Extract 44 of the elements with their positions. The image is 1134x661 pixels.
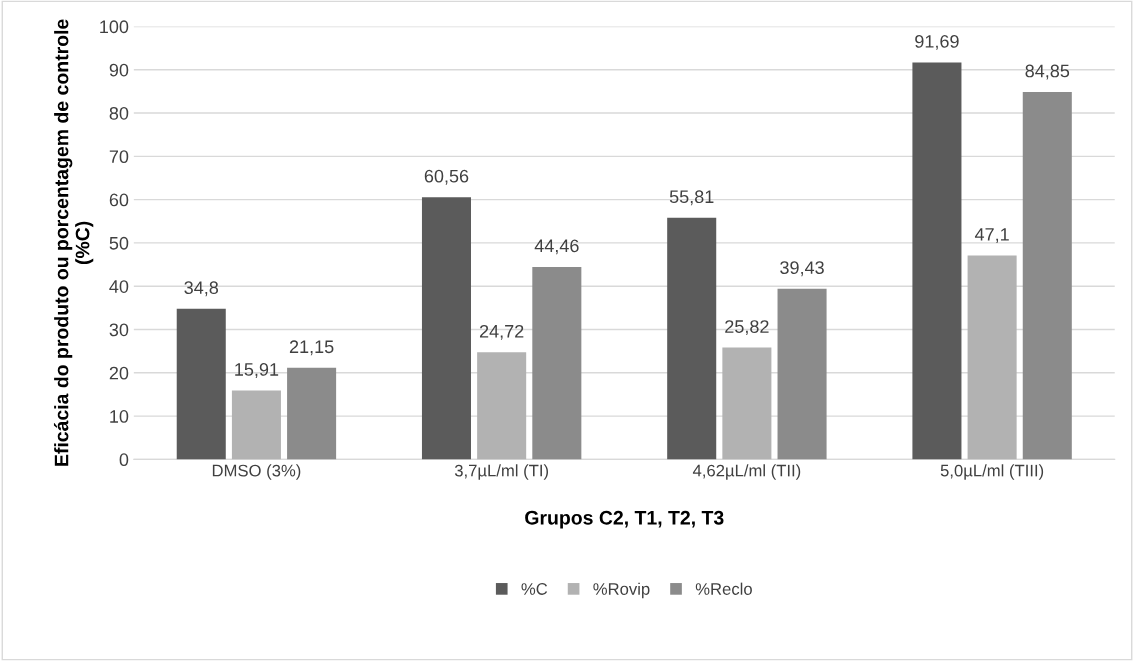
- data-label: 60,56: [424, 169, 469, 185]
- bar: [421, 197, 471, 460]
- bar: [532, 266, 582, 460]
- y-tick-label: 100: [100, 20, 129, 34]
- legend-label: %C: [521, 583, 548, 595]
- legend-label: %Reclo: [695, 582, 752, 595]
- y-tick-label: 60: [109, 193, 129, 207]
- bar: [477, 352, 527, 460]
- data-label: 91,69: [915, 34, 959, 50]
- bar: [231, 390, 281, 460]
- bar: [1022, 92, 1072, 460]
- x-tick-label: 5,0µL/ml (TIII): [940, 464, 1044, 480]
- data-label: 24,72: [479, 324, 524, 340]
- y-tick-label: 0: [119, 453, 129, 467]
- bar: [967, 255, 1017, 460]
- y-tick-label: 70: [109, 150, 129, 164]
- data-label: 47,1: [974, 228, 1009, 243]
- data-label: 25,82: [725, 320, 769, 336]
- bar: [287, 367, 337, 460]
- y-axis-title: Eficácia do produto ou porcentagem de controle (%C): [53, 19, 94, 466]
- data-label: 84,85: [1025, 64, 1070, 80]
- x-tick-label: DMSO (3%): [212, 464, 301, 480]
- y-tick-label: 40: [109, 280, 129, 293]
- y-tick-label: 50: [109, 236, 129, 250]
- y-tick-label: 20: [109, 366, 129, 380]
- legend-label: %Rovip: [593, 582, 650, 599]
- bar: [667, 217, 717, 460]
- y-tick-label: 80: [109, 106, 129, 120]
- data-label: 44,46: [534, 239, 579, 255]
- data-label: 39,43: [780, 261, 824, 277]
- y-tick-label: 10: [110, 410, 129, 423]
- x-axis-title: Grupos C2, T1, T2, T3: [525, 510, 724, 529]
- bar: [777, 288, 827, 460]
- data-label: 15,91: [235, 363, 279, 378]
- bar: [722, 347, 772, 460]
- y-tick-label: 90: [109, 63, 129, 77]
- data-label: 55,81: [669, 190, 714, 206]
- data-label: 21,15: [289, 340, 334, 356]
- bar: [912, 62, 962, 460]
- y-tick-label: 30: [109, 323, 129, 337]
- data-label: 34,8: [184, 281, 219, 297]
- x-tick-label: 4,62µL/ml (TII): [692, 464, 801, 480]
- x-tick-label: 3,7µL/ml (TI): [454, 464, 549, 480]
- bar: [176, 308, 226, 460]
